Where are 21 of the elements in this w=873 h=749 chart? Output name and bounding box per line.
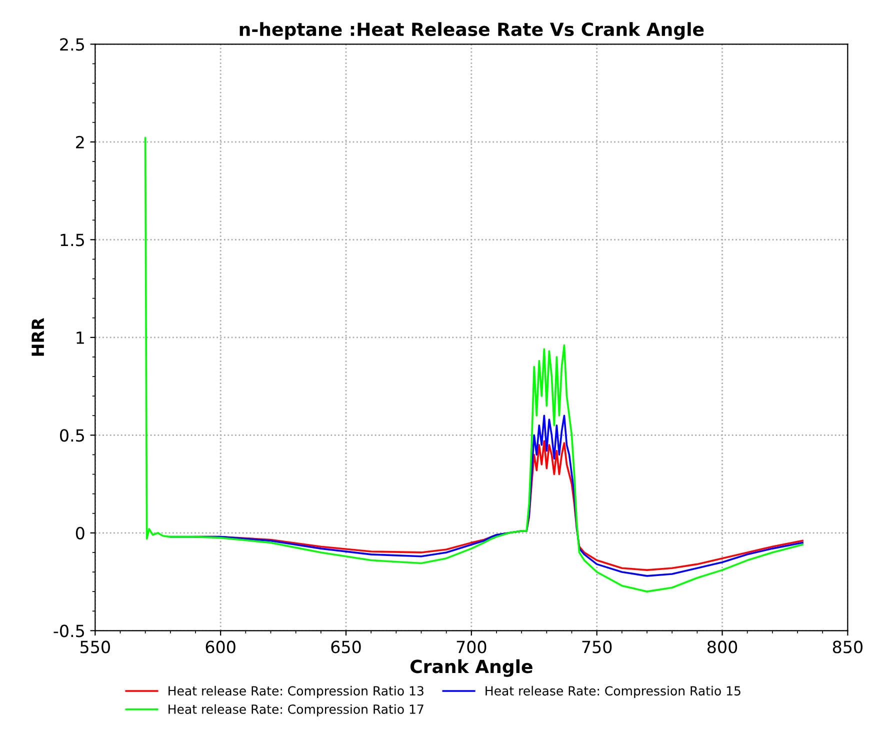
line-series: [144, 137, 804, 592]
x-tick-label: 600: [206, 640, 236, 654]
x-tick-label: 750: [582, 640, 612, 654]
y-tick-label: -0.5: [54, 624, 84, 638]
x-tick-label: 550: [80, 640, 110, 654]
legend-label: Heat release Rate: Compression Ratio 17: [168, 704, 424, 716]
y-tick-label: 2.5: [60, 38, 84, 51]
x-tick-label: 700: [456, 640, 486, 654]
legend-label: Heat release Rate: Compression Ratio 15: [486, 686, 740, 698]
y-tick-label: 0.5: [60, 429, 84, 442]
y-tick-label: 1: [76, 332, 84, 344]
y-axis-title: HRR: [32, 318, 44, 356]
legend-label: Heat release Rate: Compression Ratio 13: [168, 686, 424, 698]
x-tick-label: 800: [707, 640, 738, 654]
chart-title: n-heptane :Heat Release Rate Vs Crank Angle: [240, 22, 704, 40]
y-tick-label: 0: [76, 526, 84, 540]
x-axis-title: Crank Angle: [410, 659, 532, 677]
y-tick-label: 1.5: [60, 234, 84, 246]
x-tick-label: 850: [832, 640, 862, 654]
x-tick-label: 650: [331, 640, 361, 654]
y-tick-label: 2: [76, 136, 84, 148]
